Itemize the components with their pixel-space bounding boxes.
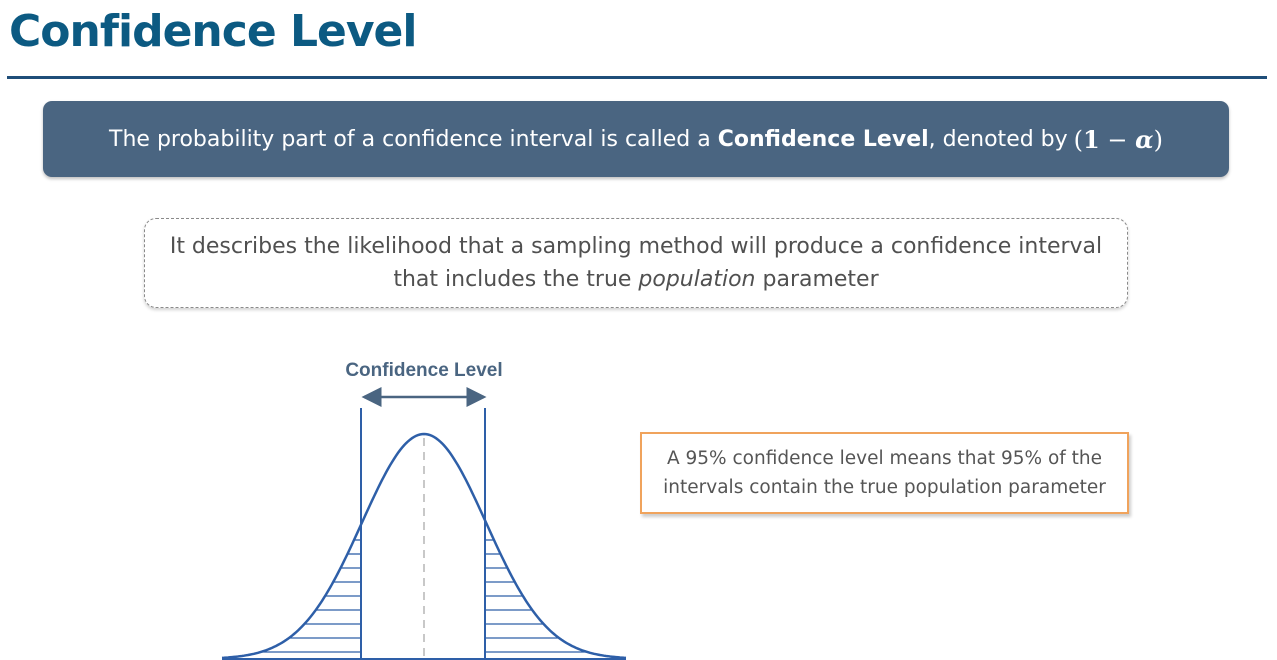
formula-one: 1	[1083, 124, 1100, 154]
page-title: Confidence Level	[9, 6, 417, 57]
normal-distribution-diagram: Confidence Level	[221, 360, 627, 660]
description-line-2-end: parameter	[755, 267, 879, 292]
confidence-level-label: Confidence Level	[345, 360, 502, 381]
callout-line-2: intervals contain the true population pa…	[663, 477, 1106, 498]
interpretation-callout: A 95% confidence level means that 95% of…	[640, 432, 1129, 514]
title-divider	[7, 76, 1267, 79]
description-line-2-start: that includes the true	[393, 267, 639, 292]
callout-line-1: A 95% confidence level means that 95% of…	[666, 448, 1103, 469]
right-tail-hatching	[485, 539, 588, 653]
description-box: It describes the likelihood that a sampl…	[144, 218, 1128, 308]
description-line-1: It describes the likelihood that a sampl…	[169, 234, 1103, 259]
description-italic-word: population	[638, 267, 756, 292]
banner-text-before: The probability part of a confidence int…	[109, 126, 718, 152]
formula-minus: −	[1099, 125, 1136, 154]
formula-alpha: α	[1135, 124, 1154, 154]
formula-close-paren: )	[1153, 125, 1163, 154]
left-tail-hatching	[260, 539, 361, 653]
description-line-2: that includes the true population parame…	[393, 263, 878, 296]
formula-open-paren: (	[1073, 125, 1084, 154]
bell-curve	[221, 432, 627, 660]
definition-banner: The probability part of a confidence int…	[43, 101, 1229, 177]
banner-text-after: , denoted by	[928, 126, 1068, 152]
banner-term: Confidence Level	[717, 126, 929, 152]
banner-formula: (1 − α)	[1074, 125, 1163, 154]
